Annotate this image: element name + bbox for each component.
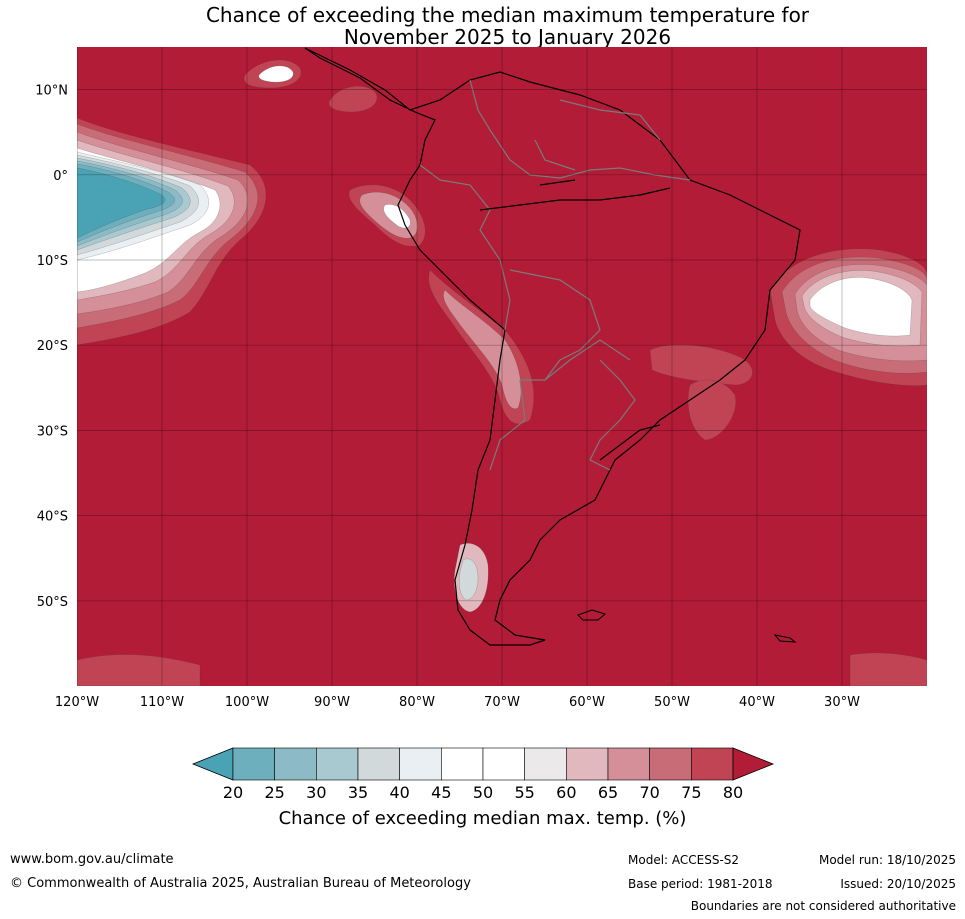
border-line xyxy=(559,99,661,141)
country-borders xyxy=(419,79,691,471)
longitude-label: 120°W xyxy=(55,695,99,710)
footer-base-period: Base period: 1981-2018 xyxy=(628,877,773,891)
contour-75 xyxy=(687,379,737,441)
colorbar-segment xyxy=(441,747,484,781)
colorbar-tick-label: 60 xyxy=(556,783,576,802)
river-line xyxy=(539,179,576,186)
contour-50 xyxy=(809,277,913,337)
colorbar-segment xyxy=(357,747,400,781)
colorbar-segment xyxy=(566,747,609,781)
colorbar-tick-label: 45 xyxy=(431,783,451,802)
map-plot-area xyxy=(77,47,927,686)
footer-issued: Issued: 20/10/2025 xyxy=(840,877,956,891)
longitude-label: 80°W xyxy=(399,695,435,710)
border-line xyxy=(544,339,631,381)
longitude-label: 40°W xyxy=(739,695,775,710)
atlantic-anomaly xyxy=(769,248,927,386)
colorbar-segment xyxy=(482,747,525,781)
footer-url[interactable]: www.bom.gov.au/climate xyxy=(10,852,174,867)
longitude-label: 90°W xyxy=(314,695,350,710)
colorbar-tick-label: 40 xyxy=(389,783,409,802)
latitude-label: 20°S xyxy=(37,339,68,354)
longitude-label: 100°W xyxy=(225,695,269,710)
border-line xyxy=(469,79,691,181)
contour-50 xyxy=(258,65,294,83)
colorbar-tick-label: 70 xyxy=(639,783,659,802)
colorbar-tick-label: 75 xyxy=(681,783,701,802)
latitude-labels: 10°N 0° 10°S 20°S 30°S 40°S 50°S xyxy=(35,84,68,610)
pacific-anomaly xyxy=(77,117,267,346)
colorbar-segment xyxy=(316,747,359,781)
colorbar-tick-label: 20 xyxy=(223,783,243,802)
colorbar-tick-label: 65 xyxy=(598,783,618,802)
contour-65 xyxy=(443,289,522,410)
footer-disclaimer: Boundaries are not considered authoritat… xyxy=(690,899,956,913)
colorbar-segment xyxy=(524,747,567,781)
graticule xyxy=(77,47,927,686)
caribbean-anomaly xyxy=(243,59,378,113)
colorbar-low-arrow xyxy=(191,747,234,781)
contour-75 xyxy=(328,85,378,113)
title-line-2: November 2025 to January 2026 xyxy=(343,25,672,49)
latitude-label: 50°S xyxy=(37,595,68,610)
contour-20 xyxy=(77,167,166,239)
colorbar-tick-label: 25 xyxy=(264,783,284,802)
south-america-coastline xyxy=(304,47,801,646)
colorbar-tick-label: 35 xyxy=(348,783,368,802)
colorbar-segment xyxy=(607,747,650,781)
colorbar-tick-label: 55 xyxy=(514,783,534,802)
map-title: Chance of exceeding the median maximum t… xyxy=(0,4,965,48)
river-line xyxy=(479,187,671,211)
south-georgia xyxy=(773,634,797,643)
contour-75 xyxy=(77,654,201,686)
latitude-label: 30°S xyxy=(37,424,68,439)
river-line xyxy=(599,424,661,461)
title-line-1: Chance of exceeding the median maximum t… xyxy=(205,3,810,27)
border-line xyxy=(489,379,526,471)
footer-copyright: © Commonwealth of Australia 2025, Austra… xyxy=(10,876,471,891)
rivers xyxy=(479,179,671,461)
longitude-label: 60°W xyxy=(569,695,605,710)
border-line xyxy=(534,139,576,171)
longitude-labels: 120°W 110°W 100°W 90°W 80°W 70°W 60°W 50°W 40°W 3… xyxy=(55,695,860,710)
border-line xyxy=(589,359,636,471)
contour-75 xyxy=(849,652,927,686)
latitude-label: 0° xyxy=(53,169,68,184)
longitude-label: 70°W xyxy=(484,695,520,710)
latitude-label: 10°N xyxy=(35,84,68,99)
footer-model-run: Model run: 18/10/2025 xyxy=(818,853,956,867)
falkland-islands xyxy=(577,609,607,621)
colorbar-tick-label: 30 xyxy=(306,783,326,802)
colorbar-tick-label: 80 xyxy=(723,783,743,802)
colorbar-tick-label: 50 xyxy=(473,783,493,802)
footer-model: Model: ACCESS-S2 xyxy=(628,853,740,867)
longitude-label: 50°W xyxy=(654,695,690,710)
colorbar-segment xyxy=(691,747,734,781)
latitude-label: 10°S xyxy=(37,254,68,269)
latitude-label: 40°S xyxy=(37,510,68,525)
colorbar-high-arrow xyxy=(732,747,775,781)
longitude-label: 110°W xyxy=(140,695,184,710)
colorbar-segment xyxy=(649,747,692,781)
colorbar-label: Chance of exceeding median max. temp. (%… xyxy=(278,808,687,829)
border-line xyxy=(419,164,511,331)
contour-40 xyxy=(459,558,479,601)
colorbar-segment xyxy=(274,747,317,781)
longitude-label: 30°W xyxy=(824,695,860,710)
border-line xyxy=(509,269,601,381)
colorbar-segment xyxy=(232,747,275,781)
colorbar-segment xyxy=(399,747,442,781)
colorbar: 20 25 30 35 40 45 50 55 60 65 70 75 80 xyxy=(191,747,775,802)
andes-anomaly xyxy=(428,269,535,613)
